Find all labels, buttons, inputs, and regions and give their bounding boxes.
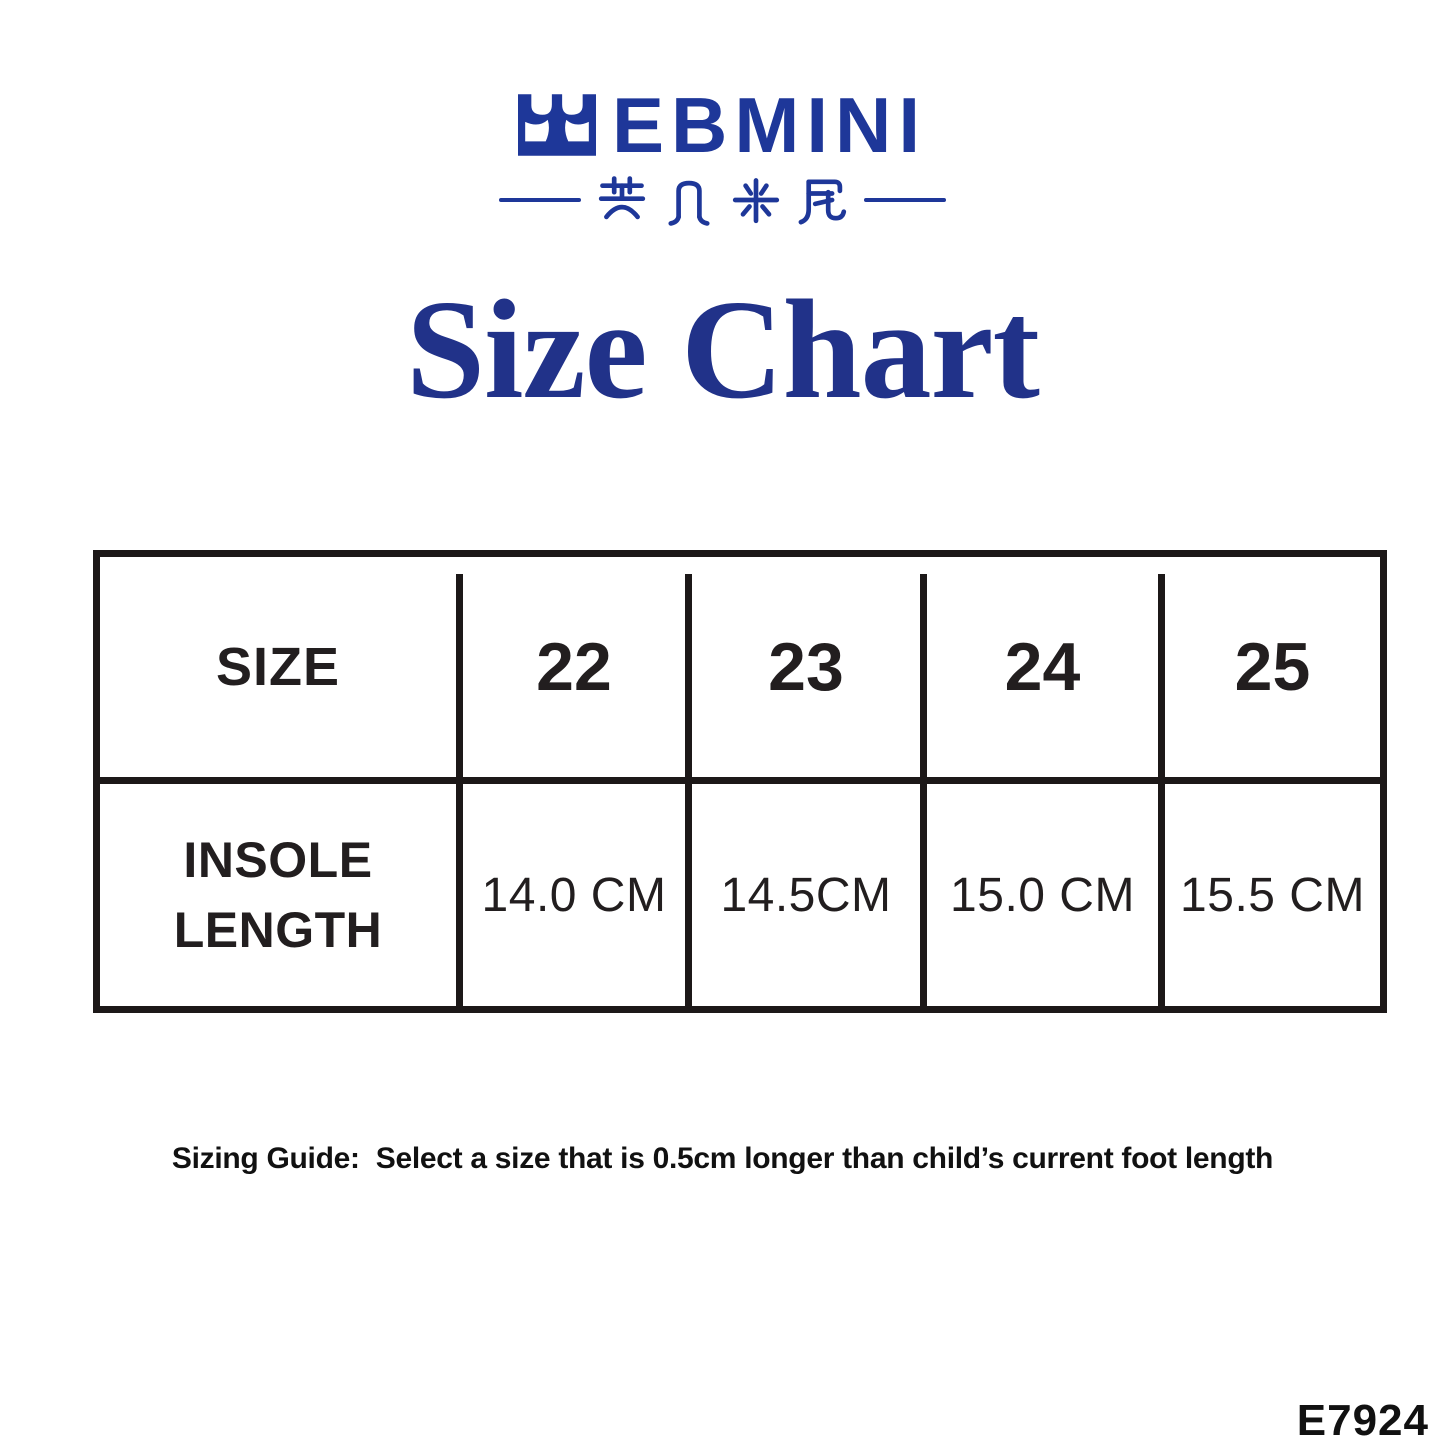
insole-value-cell: 14.5CM [692,784,920,1006]
size-value-cell: 24 [927,557,1158,777]
size-value-cell: 23 [692,557,920,777]
insole-value: 14.5CM [720,868,892,922]
brand-wordmark: EBMINI [612,81,927,169]
chinese-character-ni-icon [798,179,847,225]
insole-length-header-cell: INSOLE LENGTH [100,784,456,1006]
size-value: 22 [536,629,612,705]
brand-logo: EBMINI [0,86,1445,164]
column-divider [1158,574,1165,1006]
product-code: E7924 [1296,1396,1429,1445]
size-header-label: SIZE [215,637,341,697]
insole-value-cell: 14.0 CM [463,784,685,1006]
insole-label-line2: LENGTH [173,902,383,958]
logo-divider-line-right [864,198,946,202]
size-chart-table: SIZE 22 23 24 25 INSOLE LENGTH 14.0 CM 1… [93,550,1387,1013]
insole-value-cell: 15.0 CM [927,784,1158,1006]
column-divider [685,574,692,1006]
size-value-cell: 25 [1165,557,1380,777]
insole-value: 14.0 CM [481,868,667,922]
insole-value: 15.5 CM [1180,868,1365,922]
sizing-guide-note: Sizing Guide: Select a size that is 0.5c… [171,1142,1274,1175]
column-divider [920,574,927,1006]
ebmini-logo-icon [518,94,596,156]
column-divider [456,574,463,1006]
insole-label-line1: INSOLE [183,832,373,888]
size-value: 25 [1234,629,1311,705]
size-value-cell: 22 [463,557,685,777]
brand-chinese-name: 英贝米尼 [0,174,1445,226]
size-value: 24 [1004,629,1081,705]
chinese-character-bei-icon [668,180,710,226]
size-value: 23 [768,629,844,705]
logo-divider-line-left [499,198,581,202]
page-title: Size Chart [406,270,1040,428]
insole-value: 15.0 CM [950,868,1135,922]
insole-value-cell: 15.5 CM [1165,784,1380,1006]
chinese-character-ying-icon [598,176,646,220]
chinese-character-mi-icon [732,178,780,224]
size-header-cell: SIZE [100,557,456,777]
brand-chinese-name-text: 英贝米尼 [722,200,723,201]
row-divider [93,777,1387,784]
